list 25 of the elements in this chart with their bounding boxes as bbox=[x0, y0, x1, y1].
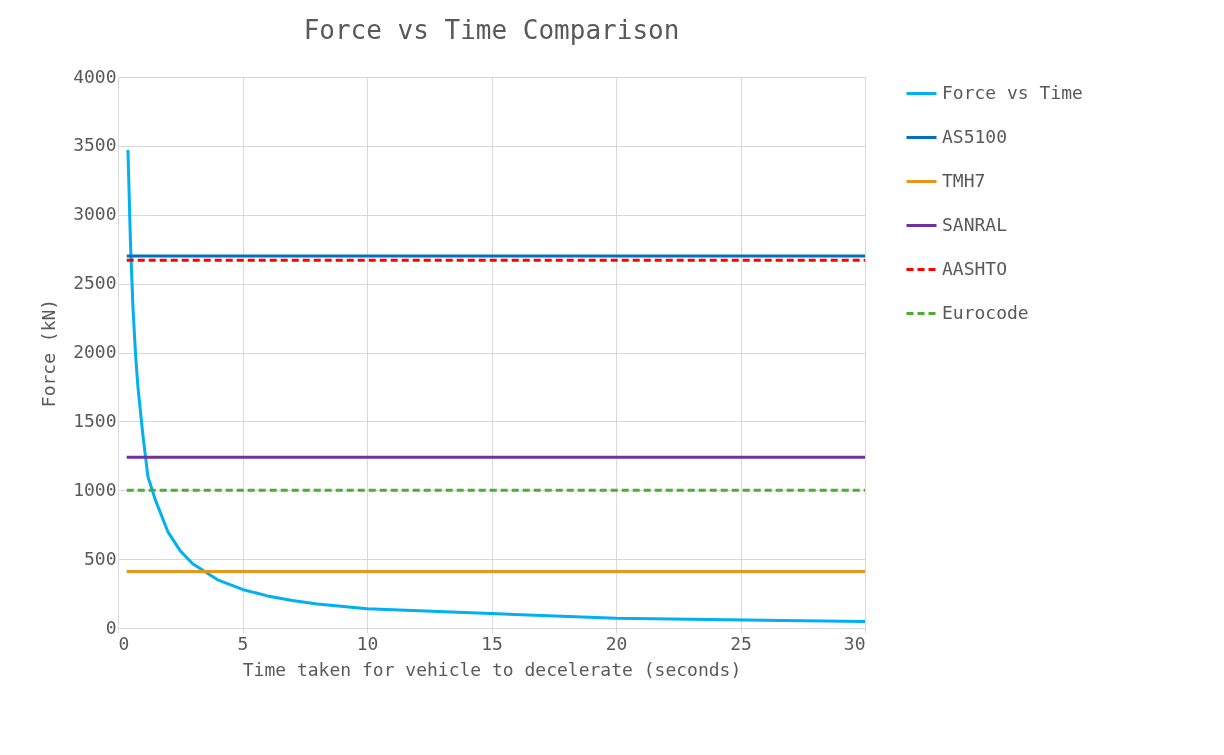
x-axis-title: Time taken for vehicle to decelerate (seconds) bbox=[242, 658, 742, 680]
y-axis-title: Force (kN) bbox=[38, 298, 60, 408]
legend-label: Eurocode bbox=[942, 301, 1029, 323]
legend-label: TMH7 bbox=[942, 169, 986, 191]
line-series bbox=[126, 148, 865, 624]
chart-title: Force vs Time Comparison bbox=[303, 15, 680, 45]
x-tick-label: 10 bbox=[356, 632, 379, 654]
y-tick-label: 2000 bbox=[73, 341, 117, 362]
legend-label: Force vs Time bbox=[942, 81, 1083, 103]
x-tick-label: 5 bbox=[237, 632, 249, 654]
y-tick-label: 1500 bbox=[73, 409, 117, 431]
y-tick-label: 1000 bbox=[73, 478, 117, 500]
x-tick-label: 15 bbox=[481, 632, 503, 654]
y-tick-label: 3000 bbox=[73, 203, 117, 225]
y-tick-label: 500 bbox=[83, 547, 117, 569]
legend-label: AS5100 bbox=[942, 125, 1008, 147]
y-tick-label: 4000 bbox=[73, 65, 117, 87]
y-tick-label: 0 bbox=[105, 616, 117, 638]
x-tick-label: 20 bbox=[605, 632, 628, 654]
y-tick-label: 3500 bbox=[73, 134, 117, 156]
legend-label: AASHTO bbox=[942, 257, 1008, 279]
x-tick-label: 25 bbox=[730, 632, 752, 654]
legend-label: SANRAL bbox=[942, 213, 1008, 235]
x-tick-label: 30 bbox=[843, 632, 866, 654]
y-tick-label: 2500 bbox=[73, 272, 117, 294]
